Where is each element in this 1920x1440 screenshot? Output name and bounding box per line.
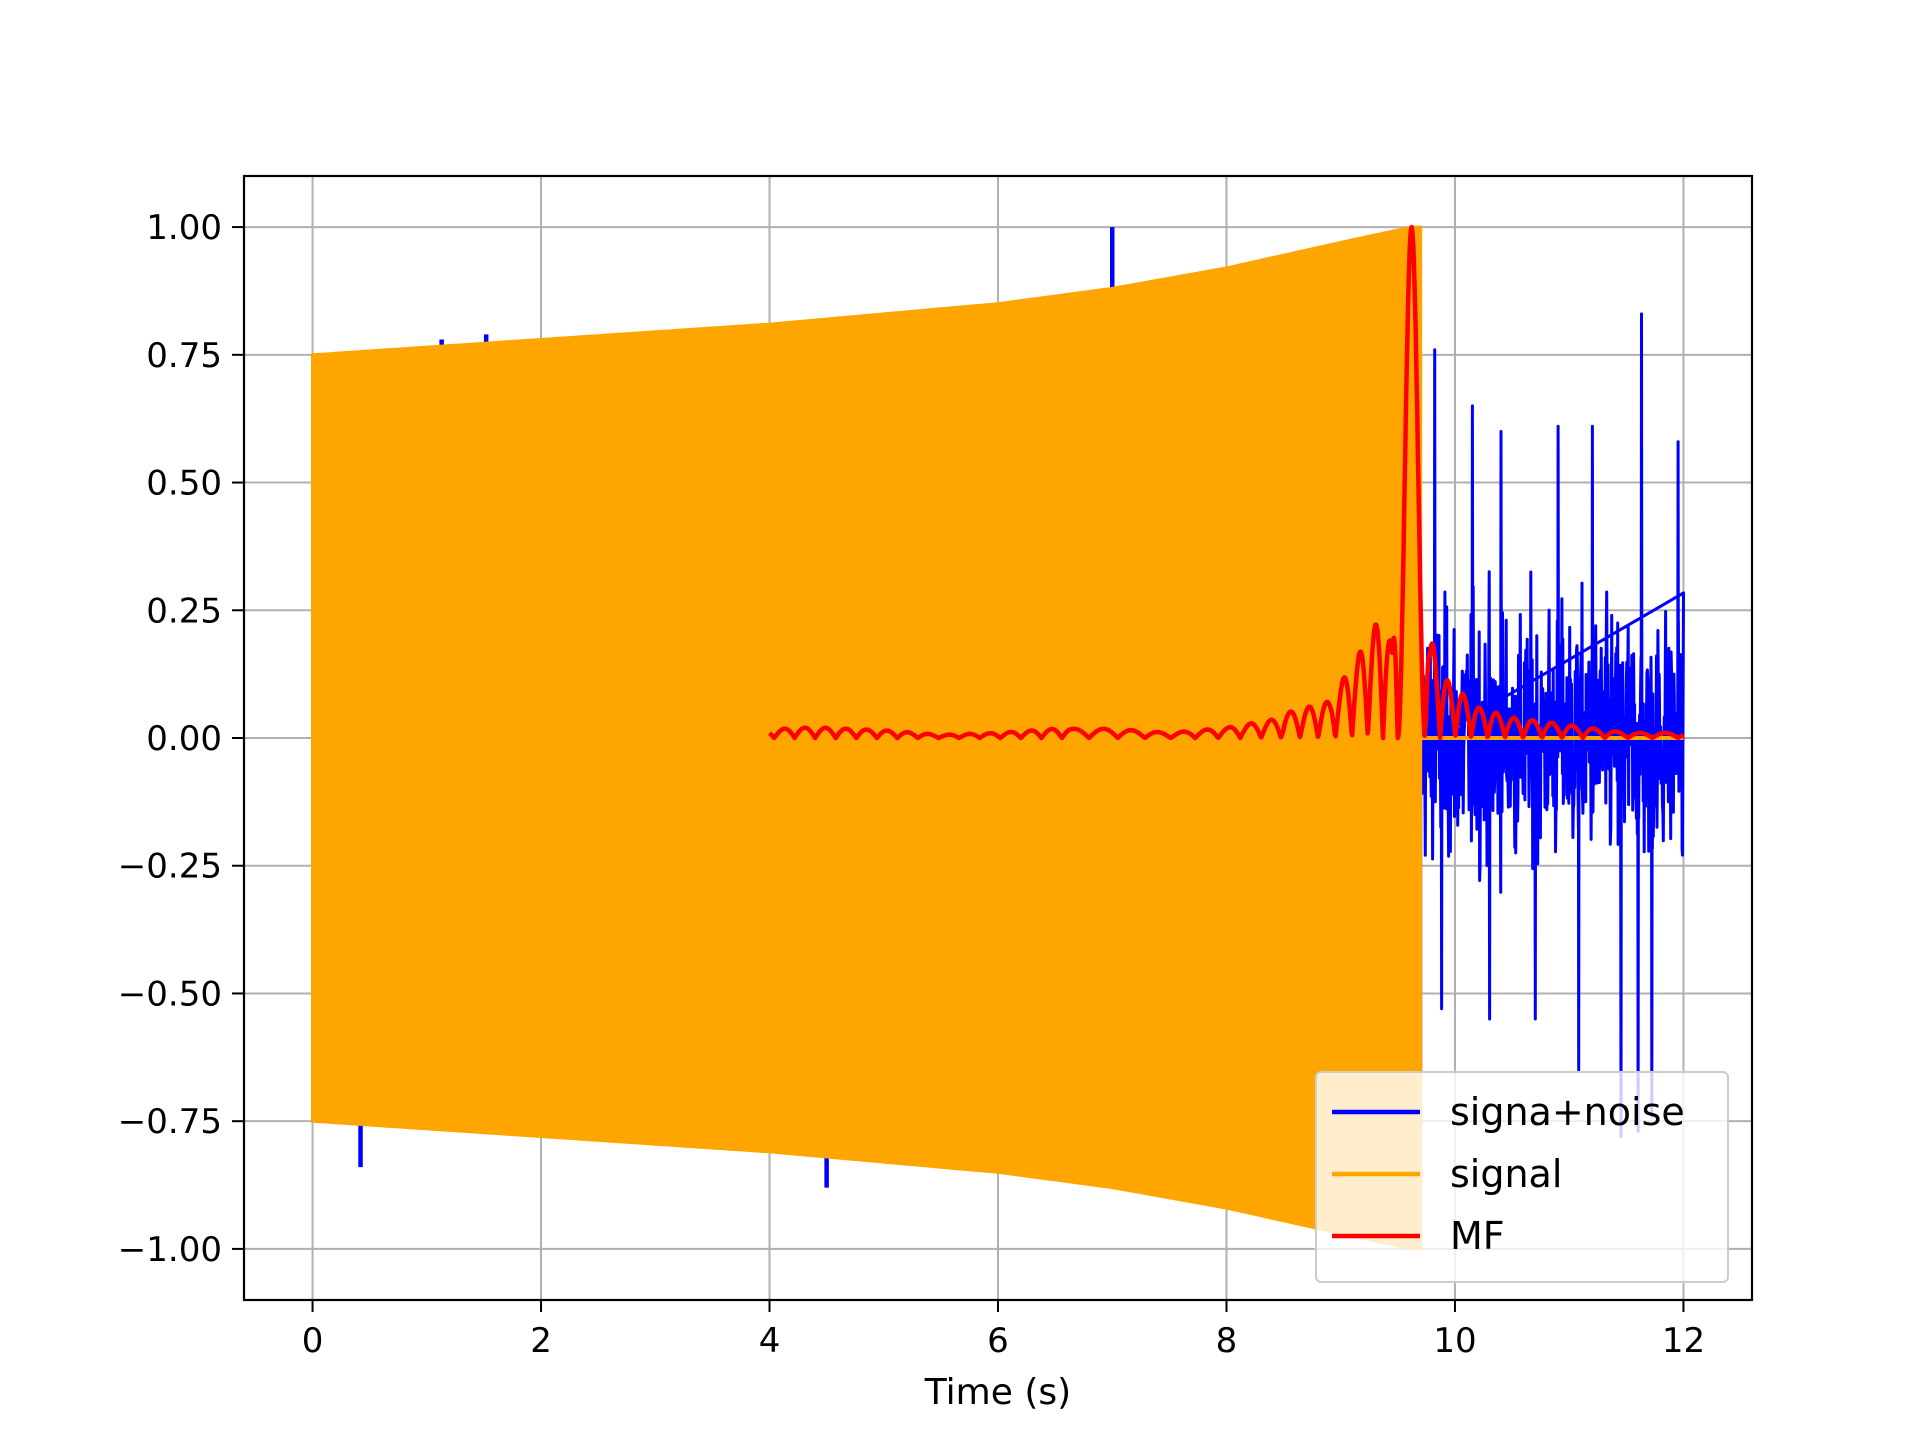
plot-area <box>311 224 1686 1251</box>
x-tick-label: 6 <box>987 1321 1009 1361</box>
x-tick-label: 0 <box>302 1321 324 1361</box>
y-tick-label: 0.25 <box>146 591 222 631</box>
legend-label-2: signal <box>1450 1152 1562 1196</box>
y-tick-label: −0.75 <box>118 1102 222 1142</box>
axis-ticks: 0 2 4 6 8 10 12 1.00 0.75 0.50 0.25 0.00 −0.25 −0.50 −… <box>118 208 1705 1361</box>
legend: signa+noise signal MF <box>1315 1071 1729 1283</box>
x-tick-label: 8 <box>1216 1321 1238 1361</box>
legend-entries: signa+noise signal MF <box>1332 1090 1685 1258</box>
y-tick-label: 1.00 <box>146 208 222 248</box>
y-tick-label: −1.00 <box>118 1230 222 1270</box>
series-mf <box>767 224 1686 741</box>
x-axis-label: Time (s) <box>924 1372 1071 1413</box>
y-tick-label: −0.25 <box>118 847 222 887</box>
y-tick-label: 0.50 <box>146 464 222 504</box>
legend-label-1: signa+noise <box>1450 1090 1685 1134</box>
x-tick-label: 2 <box>530 1321 552 1361</box>
y-tick-label: −0.50 <box>118 974 222 1014</box>
mf-line <box>767 224 1686 741</box>
y-tick-label: 0.00 <box>146 719 222 759</box>
x-tick-label: 4 <box>759 1321 781 1361</box>
signal-envelope-fill <box>311 225 1423 1251</box>
legend-label-3: MF <box>1450 1214 1505 1258</box>
legend-box <box>1315 1071 1729 1283</box>
x-tick-label: 10 <box>1433 1321 1476 1361</box>
y-tick-label: 0.75 <box>146 336 222 376</box>
x-tick-label: 12 <box>1662 1321 1705 1361</box>
